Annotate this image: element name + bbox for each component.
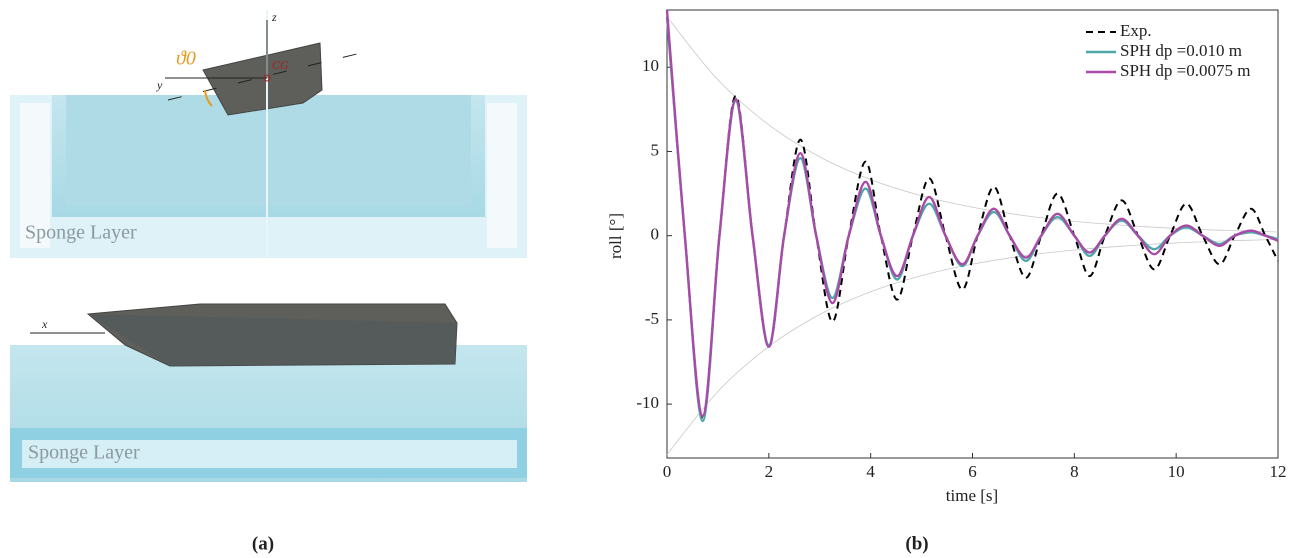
y-tick-label: -5: [645, 309, 659, 328]
x-axis-label: time [s]: [946, 486, 998, 505]
panel-label: (b): [905, 533, 928, 554]
page: {"panel_a": {"label": "(a)", "sponge_top…: [0, 0, 1301, 558]
figure: z y CG ϑ0 Sponge Layer x Sponge Layer (a…: [0, 0, 1301, 558]
legend-label: SPH dp =0.010 m: [1120, 41, 1242, 60]
x-tick-label: 12: [1270, 462, 1287, 481]
x-tick-label: 0: [663, 462, 672, 481]
axis-y: y: [156, 78, 163, 92]
series-line: [667, 239, 1278, 454]
x-tick-label: 4: [866, 462, 875, 481]
y-tick-label: -10: [636, 393, 659, 412]
axis-z: z: [271, 10, 277, 24]
x-tick-label: 2: [765, 462, 774, 481]
axis-x: x: [41, 317, 48, 331]
x-tick-label: 6: [968, 462, 977, 481]
y-axis-label: roll [°]: [606, 213, 625, 259]
y-tick-label: 10: [642, 56, 659, 75]
legend-label: SPH dp =0.0075 m: [1120, 61, 1251, 80]
panel-label: (a): [252, 533, 274, 554]
sponge-label: Sponge Layer: [28, 442, 140, 464]
angle-label: ϑ0: [176, 48, 196, 70]
legend-label: Exp.: [1120, 21, 1152, 40]
x-tick-label: 8: [1070, 462, 1079, 481]
cg-label: CG: [272, 58, 289, 72]
plot-area: 0 2 4 6 8 10 12 -10 -5 0 5 10 Exp.SPH dp =0.010 mSPH…: [636, 10, 1286, 481]
sponge-label: Sponge Layer: [25, 222, 137, 244]
x-tick-label: 10: [1168, 462, 1185, 481]
y-tick-label: 0: [651, 225, 660, 244]
y-tick-label: 5: [651, 140, 660, 159]
